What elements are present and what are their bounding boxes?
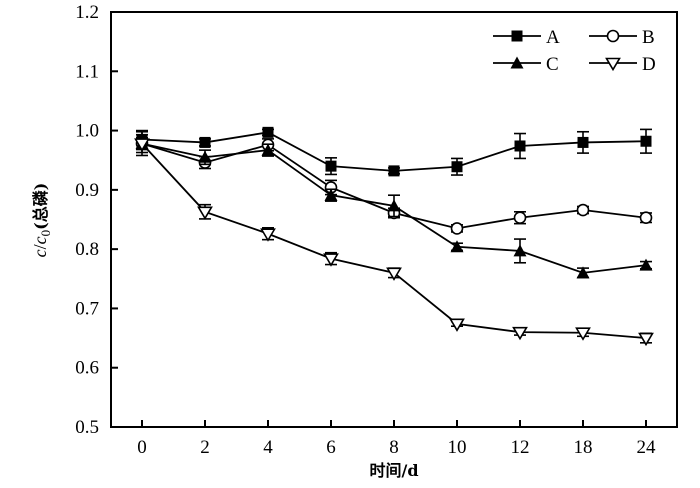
legend-item-B: B bbox=[589, 27, 655, 48]
y-tick-label: 1.2 bbox=[75, 2, 99, 23]
marker-triangle-up bbox=[450, 240, 464, 253]
marker-square bbox=[325, 160, 337, 172]
series-D bbox=[134, 136, 654, 347]
series-A bbox=[136, 126, 652, 177]
marker-square bbox=[388, 165, 400, 177]
legend-item-A: A bbox=[493, 27, 560, 48]
marker-triangle-up bbox=[387, 199, 401, 212]
x-tick-label: 4 bbox=[263, 437, 273, 458]
x-tick-label: 8 bbox=[389, 437, 399, 458]
y-tick-label: 0.8 bbox=[75, 239, 99, 260]
marker-triangle-down bbox=[386, 267, 402, 281]
marker-triangle-up bbox=[510, 56, 524, 69]
y-tick-label: 0.6 bbox=[75, 358, 99, 379]
x-tick-label: 0 bbox=[137, 437, 147, 458]
marker-circle bbox=[450, 222, 464, 235]
marker-triangle-up bbox=[261, 143, 275, 156]
marker-square bbox=[451, 161, 463, 173]
legend: A B C D bbox=[493, 27, 656, 75]
x-axis-title: 时间/d bbox=[369, 461, 418, 480]
x-tick-label: 6 bbox=[326, 437, 336, 458]
y-axis-title-suffix: (总磷) bbox=[31, 183, 50, 230]
marker-triangle-down bbox=[260, 228, 276, 242]
legend-item-C: C bbox=[493, 54, 559, 75]
x-tick-label: 24 bbox=[637, 437, 657, 458]
x-tick-label: 12 bbox=[511, 437, 530, 458]
marker-triangle-up bbox=[513, 244, 527, 257]
legend-label: D bbox=[642, 54, 656, 75]
legend-label: C bbox=[546, 54, 559, 75]
y-tick-label: 0.5 bbox=[75, 417, 99, 438]
x-tick-label: 10 bbox=[448, 437, 467, 458]
y-tick-label: 0.7 bbox=[75, 298, 99, 319]
y-axis: 0.5 0.6 0.7 0.8 0.9 1.0 1.1 1.2 bbox=[75, 2, 118, 438]
y-tick-label: 1.0 bbox=[75, 121, 99, 142]
plot-frame bbox=[110, 11, 678, 428]
marker-triangle-down bbox=[449, 318, 465, 332]
series-group bbox=[134, 126, 654, 347]
marker-circle bbox=[513, 211, 527, 225]
marker-square bbox=[511, 30, 523, 42]
marker-triangle-up bbox=[324, 188, 338, 201]
marker-triangle-down bbox=[575, 327, 591, 341]
x-tick-label: 18 bbox=[574, 437, 593, 458]
legend-label: A bbox=[546, 27, 560, 48]
marker-square bbox=[262, 126, 274, 138]
y-axis-title-sub: 0 bbox=[38, 230, 53, 237]
marker-triangle-up bbox=[576, 266, 590, 279]
marker-triangle-down bbox=[197, 206, 213, 220]
marker-triangle-down bbox=[323, 253, 339, 267]
marker-circle bbox=[576, 203, 590, 217]
x-tick-label: 2 bbox=[200, 437, 210, 458]
marker-circle bbox=[606, 29, 620, 43]
legend-item-D: D bbox=[589, 54, 656, 75]
series-B bbox=[135, 130, 653, 235]
y-axis-title: c/c0(总磷) bbox=[30, 183, 53, 258]
marker-triangle-up bbox=[639, 258, 653, 271]
series-C bbox=[135, 133, 653, 279]
x-axis: 0 2 4 6 8 10 12 18 24 bbox=[137, 420, 656, 458]
y-axis-title-var2: c bbox=[30, 236, 50, 244]
marker-square bbox=[199, 136, 211, 148]
series-line bbox=[141, 131, 647, 172]
y-axis-title-var: c bbox=[30, 249, 50, 257]
y-tick-label: 0.9 bbox=[75, 180, 99, 201]
marker-triangle-down bbox=[638, 332, 654, 347]
marker-triangle-down bbox=[512, 326, 528, 341]
marker-square bbox=[577, 136, 589, 148]
y-axis-title-sep: / bbox=[30, 244, 50, 249]
marker-square bbox=[514, 140, 526, 152]
legend-label: B bbox=[642, 27, 655, 48]
marker-triangle-down bbox=[134, 138, 150, 152]
marker-triangle-up bbox=[198, 150, 212, 163]
marker-square bbox=[640, 135, 652, 147]
marker-circle bbox=[639, 211, 653, 225]
y-tick-label: 1.1 bbox=[75, 61, 99, 82]
marker-triangle-down bbox=[605, 57, 621, 72]
